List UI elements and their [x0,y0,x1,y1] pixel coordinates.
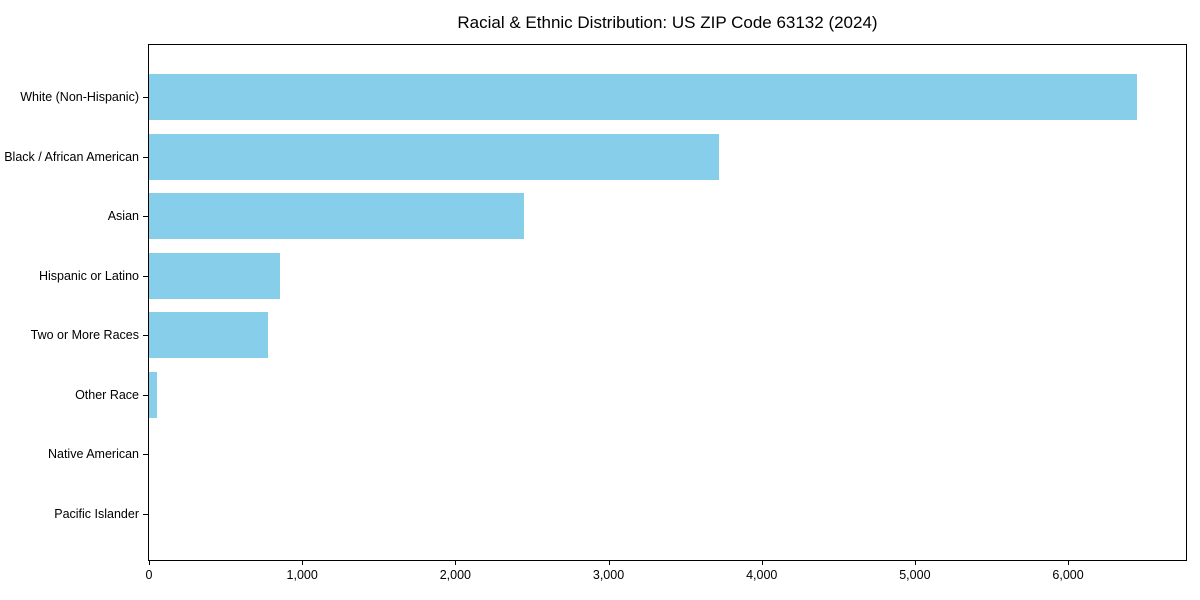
x-tick-mark [302,560,304,565]
x-tick-mark [608,560,610,565]
x-tick-mark [149,560,150,565]
y-tick-label: Black / African American [4,149,139,164]
bar [149,371,157,418]
x-tick-label: 0 [145,568,153,582]
y-tick-mark [143,275,148,277]
x-tick-label: 2,000 [439,568,471,582]
x-tick-label: 5,000 [899,568,931,582]
y-tick-label: Two or More Races [30,328,139,343]
y-tick-label: White (Non-Hispanic) [20,90,139,104]
y-tick-mark [143,97,148,98]
x-tick-label: 3,000 [592,568,625,582]
bar [149,312,268,359]
y-tick-label: Pacific Islander [54,506,139,521]
y-tick-mark [143,335,148,337]
y-tick-label: Other Race [75,387,139,402]
y-tick-mark [143,513,148,515]
y-tick-mark [143,216,148,218]
x-tick-mark [455,560,457,565]
x-tick-mark [1068,560,1070,565]
bar [149,252,280,299]
y-tick-label: Native American [47,447,139,462]
x-tick-label: 1,000 [286,568,318,582]
y-tick-mark [143,454,148,456]
bar [149,133,719,180]
plot-area [148,44,1187,561]
bar [149,74,1137,120]
y-tick-label: Hispanic or Latino [38,268,139,283]
x-tick-mark [914,560,916,565]
x-tick-mark [761,560,763,565]
y-tick-mark [143,394,148,396]
x-tick-label: 4,000 [746,568,778,582]
y-tick-label: Asian [107,209,139,224]
y-tick-mark [143,156,148,158]
bar [149,193,524,240]
x-tick-label: 6,000 [1052,568,1084,582]
chart-title: Racial & Ethnic Distribution: US ZIP Cod… [457,13,878,32]
